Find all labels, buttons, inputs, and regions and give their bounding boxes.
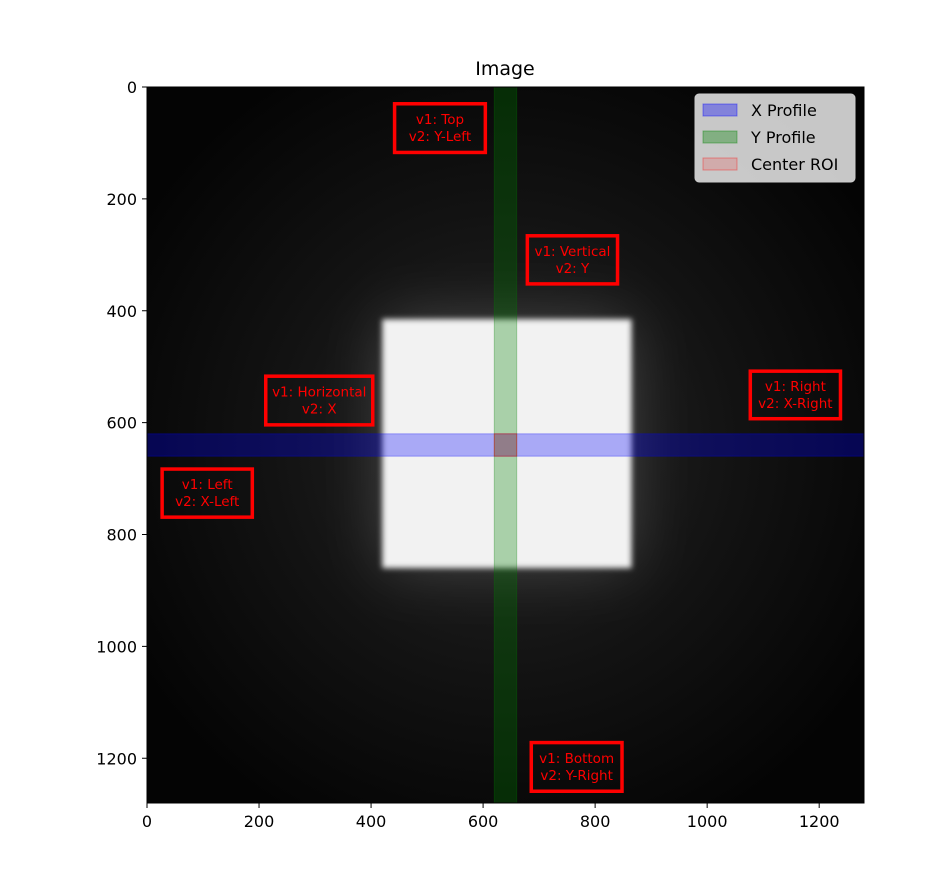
bright-square [382, 319, 632, 569]
annotation-text: v2: X-Right [758, 396, 832, 412]
annotation-box [264, 374, 375, 427]
plot-area [147, 87, 864, 803]
chart-title: Image [475, 58, 535, 80]
x-profile-region [147, 433, 864, 457]
legend: X Profile Y Profile Center ROI [694, 93, 856, 183]
x-tick-label: 200 [244, 812, 275, 831]
x-tick-label: 1200 [799, 812, 840, 831]
legend-label: Center ROI [751, 155, 838, 174]
y-tick-label: 1000 [96, 637, 137, 656]
annotation-box [160, 467, 255, 519]
annotation-text: v2: Y [556, 261, 590, 277]
legend-swatch [702, 157, 738, 171]
annotation-text: v2: X [302, 402, 337, 418]
x-axis: 0 200 400 600 800 1000 1200 [142, 803, 840, 831]
y-tick-label: 800 [106, 526, 137, 545]
annotation-box [748, 369, 843, 421]
annotation-box [392, 102, 488, 155]
y-profile-region [493, 87, 518, 803]
y-tick-label: 0 [127, 78, 137, 97]
x-tick-label: 400 [356, 812, 387, 831]
legend-label: X Profile [751, 101, 817, 120]
annotation-text: v2: Y-Left [409, 129, 471, 145]
x-tick-label: 1000 [687, 812, 728, 831]
y-tick-label: 1200 [96, 749, 137, 768]
annotation-text: v1: Vertical [534, 244, 610, 260]
y-tick-label: 400 [106, 302, 137, 321]
x-tick-label: 600 [468, 812, 499, 831]
annotation-text: v1: Right [765, 379, 826, 395]
x-tick-label: 0 [142, 812, 152, 831]
legend-swatch [702, 103, 738, 117]
annotation-text: v1: Left [182, 477, 233, 493]
legend-label: Y Profile [750, 128, 816, 147]
legend-box [694, 93, 856, 183]
y-tick-label: 600 [106, 414, 137, 433]
annotation-text: v2: X-Left [175, 494, 239, 510]
annotation-text: v1: Horizontal [272, 385, 366, 401]
legend-swatch [702, 130, 738, 144]
annotation-text: v1: Top [416, 112, 464, 128]
y-tick-label: 200 [106, 190, 137, 209]
x-tick-label: 800 [580, 812, 611, 831]
annotation-box [529, 740, 624, 794]
annotation-text: v2: Y-Right [540, 768, 612, 784]
center-roi-region [493, 433, 518, 457]
y-axis: 0 200 400 600 800 1000 1200 [96, 78, 147, 768]
annotation-text: v1: Bottom [539, 751, 614, 767]
annotation-box [525, 234, 620, 286]
plot-frame [146, 86, 865, 804]
